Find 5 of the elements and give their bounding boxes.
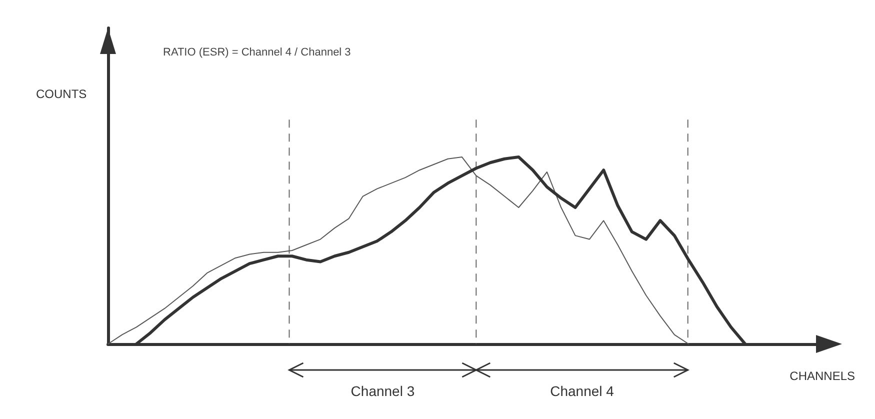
text: Channel 3 <box>350 383 415 399</box>
chart-title: RATIO (ESR) = Channel 4 / Channel 3 <box>163 46 351 58</box>
x-axis-title: CHANNELS <box>790 369 856 383</box>
y-axis-title: COUNTS <box>36 87 87 101</box>
text: Channel 4 <box>550 383 614 399</box>
